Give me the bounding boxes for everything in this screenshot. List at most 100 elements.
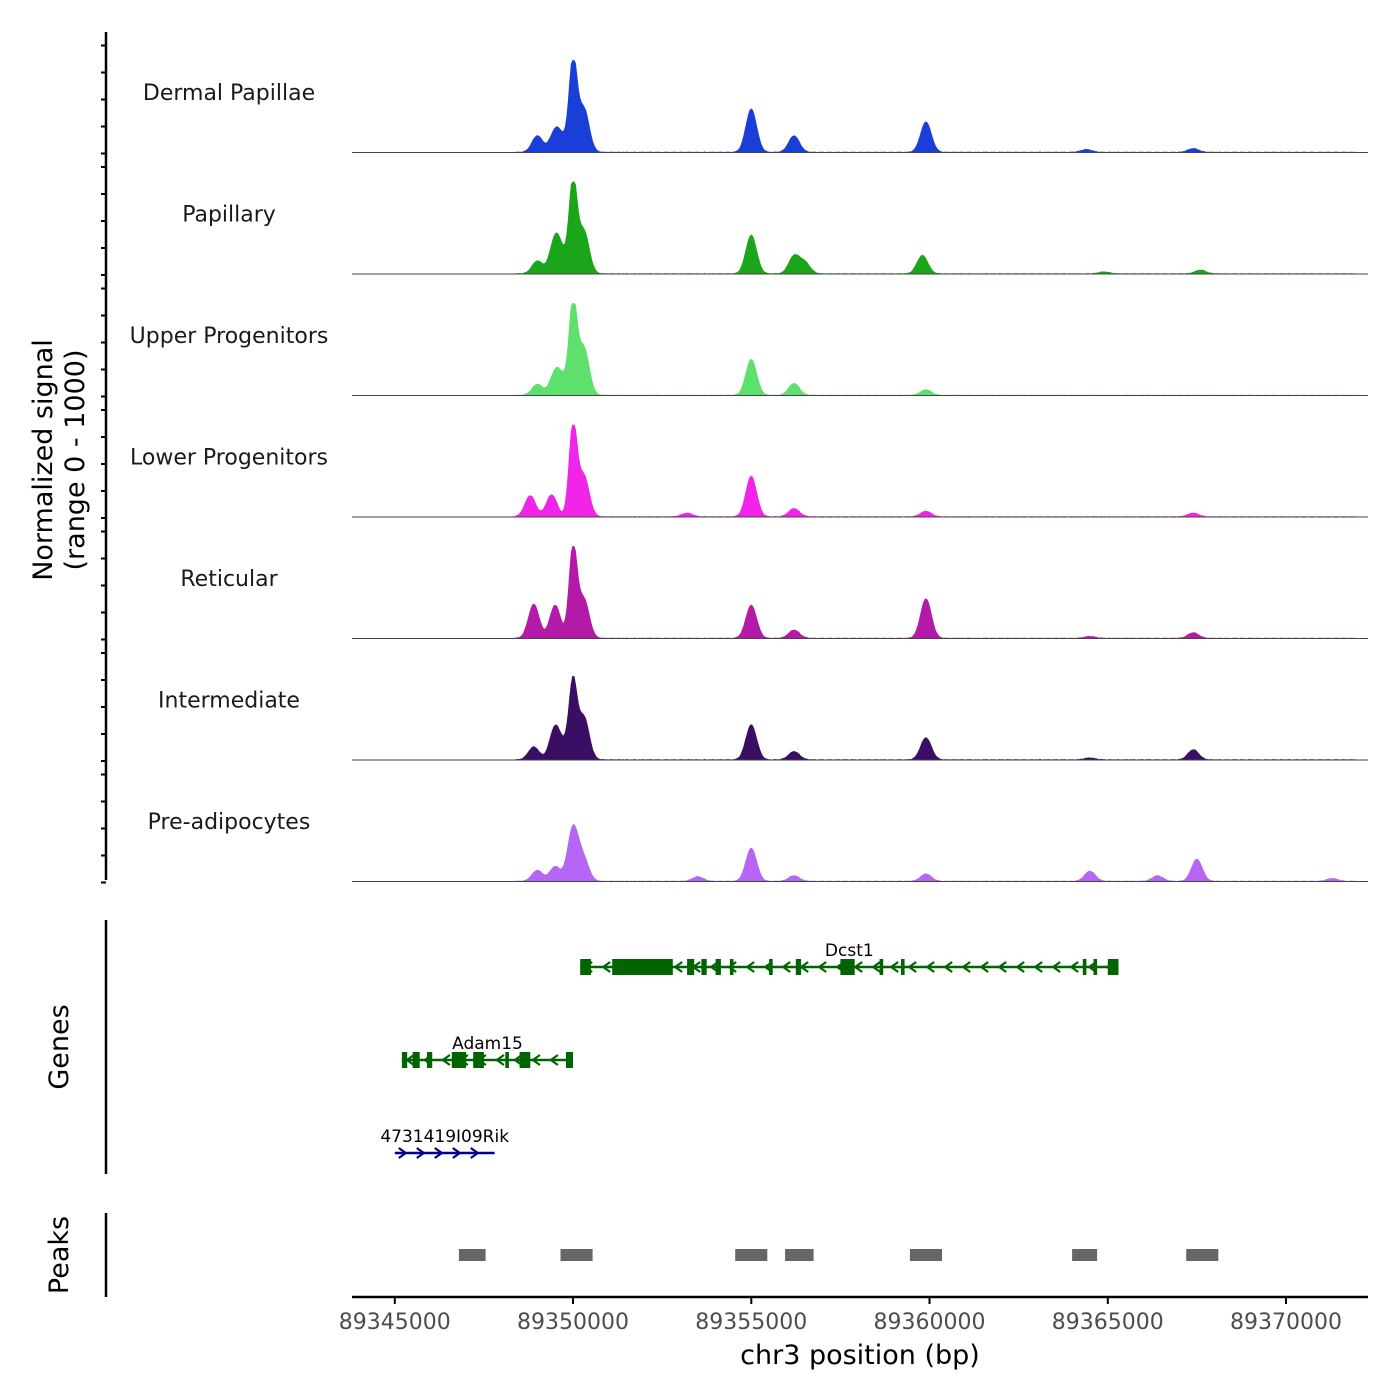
coverage-track: Reticular (180, 546, 1368, 639)
x-tick-label: 89355000 (695, 1310, 807, 1335)
gene-exon (401, 1052, 408, 1068)
genes-axis-title: Genes (44, 1004, 75, 1089)
coverage-area (352, 675, 1368, 761)
coverage-track: Lower Progenitors (130, 424, 1368, 518)
x-tick-label: 89345000 (339, 1310, 451, 1335)
strand-arrow (549, 1054, 559, 1066)
x-tick-label: 89370000 (1230, 1310, 1342, 1335)
track-label: Reticular (180, 567, 278, 592)
strand-arrow (907, 961, 917, 973)
strand-arrow (416, 1147, 426, 1159)
peak-region (909, 1249, 942, 1261)
coverage-area (352, 60, 1368, 153)
gene-exon (1107, 959, 1119, 975)
gene-label: 4731419I09Rik (380, 1127, 509, 1147)
strand-arrow (1051, 961, 1061, 973)
peak-region (735, 1249, 768, 1261)
gene-exon (795, 959, 802, 975)
strand-arrow (1069, 961, 1079, 973)
strand-arrow (727, 961, 737, 973)
coverage-area (352, 303, 1368, 396)
track-label: Dermal Papillae (143, 81, 315, 106)
strand-arrow (817, 961, 827, 973)
strand-arrow (434, 1147, 444, 1159)
gene-exon (879, 959, 884, 975)
strand-arrow (470, 1147, 480, 1159)
y-axis-title-line2: (range 0 - 1000) (60, 350, 91, 571)
gene-exon (1082, 959, 1087, 975)
gene-exon (612, 959, 673, 975)
gene-exon (451, 1052, 467, 1068)
gene-label: Adam15 (452, 1034, 523, 1054)
strand-arrow (1033, 961, 1043, 973)
strand-arrow (943, 961, 953, 973)
gene-exon (769, 959, 773, 975)
strand-arrow (961, 961, 971, 973)
x-tick-label: 89350000 (517, 1310, 629, 1335)
peak-region (785, 1249, 814, 1261)
coverage-track: Papillary (182, 181, 1368, 275)
y-axis-title-line1: Normalized signal (28, 339, 59, 581)
gene-exon (901, 959, 905, 975)
gene-exon (505, 1052, 509, 1068)
track-label: Upper Progenitors (130, 324, 329, 349)
coverage-tracks: Dermal Papillae Papillary Upper Progenitor… (130, 60, 1368, 882)
peaks-axis-title: Peaks (44, 1216, 75, 1294)
gene-exon (473, 1052, 484, 1068)
coverage-area (352, 546, 1368, 639)
gene-exon (1093, 959, 1098, 975)
gene-model: Adam15 (401, 1034, 573, 1068)
gene-model: 4731419I09Rik (380, 1127, 509, 1159)
track-label: Lower Progenitors (130, 446, 328, 471)
coverage-track: Dermal Papillae (143, 60, 1368, 153)
strand-arrow (745, 961, 755, 973)
coverage-area (352, 181, 1368, 275)
coverage-track: Upper Progenitors (130, 303, 1368, 396)
track-label: Pre-adipocytes (148, 810, 311, 835)
strand-arrow (513, 1054, 523, 1066)
gene-exon (840, 959, 855, 975)
axes-layer: 89345000 89350000 89355000 89360000 89365000… (101, 32, 1368, 1335)
coverage-track: Pre-adipocytes (148, 810, 1368, 882)
gene-exon (729, 959, 734, 975)
track-label: Papillary (182, 203, 276, 228)
x-axis-title: chr3 position (bp) (740, 1340, 980, 1371)
strand-arrow (853, 961, 863, 973)
strand-arrow (1015, 961, 1025, 973)
strand-arrow (799, 961, 809, 973)
strand-arrow (601, 961, 611, 973)
strand-arrow (452, 1147, 462, 1159)
strand-arrow (781, 961, 791, 973)
gene-exon (701, 959, 707, 975)
peak-regions-track (458, 1249, 1219, 1261)
gene-exon (580, 959, 591, 975)
strand-arrow (979, 961, 989, 973)
gene-label: Dcst1 (825, 941, 874, 961)
gene-exon (426, 1052, 433, 1068)
strand-arrow (531, 1054, 541, 1066)
strand-arrow (398, 1147, 408, 1159)
strand-arrow (871, 961, 881, 973)
peak-region (1186, 1249, 1219, 1261)
coverage-track: Intermediate (158, 675, 1368, 761)
coverage-area (352, 424, 1368, 518)
gene-exon (715, 959, 721, 975)
strand-arrow (673, 961, 683, 973)
track-label: Intermediate (158, 689, 300, 714)
gene-exon (687, 959, 695, 975)
strand-arrow (441, 1054, 451, 1066)
peak-region (560, 1249, 593, 1261)
x-tick-label: 89360000 (874, 1310, 986, 1335)
strand-arrow (925, 961, 935, 973)
gene-exon (519, 1052, 531, 1068)
strand-arrow (889, 961, 899, 973)
gene-model: Dcst1 (580, 941, 1119, 975)
gene-exon (565, 1052, 573, 1068)
peak-region (1072, 1249, 1098, 1261)
strand-arrow (495, 1054, 505, 1066)
gene-annotation-track: Dcst1 Adam15 4731419I09Rik (380, 941, 1119, 1159)
peak-region (458, 1249, 486, 1261)
gene-exon (412, 1052, 420, 1068)
coverage-area (352, 824, 1368, 882)
